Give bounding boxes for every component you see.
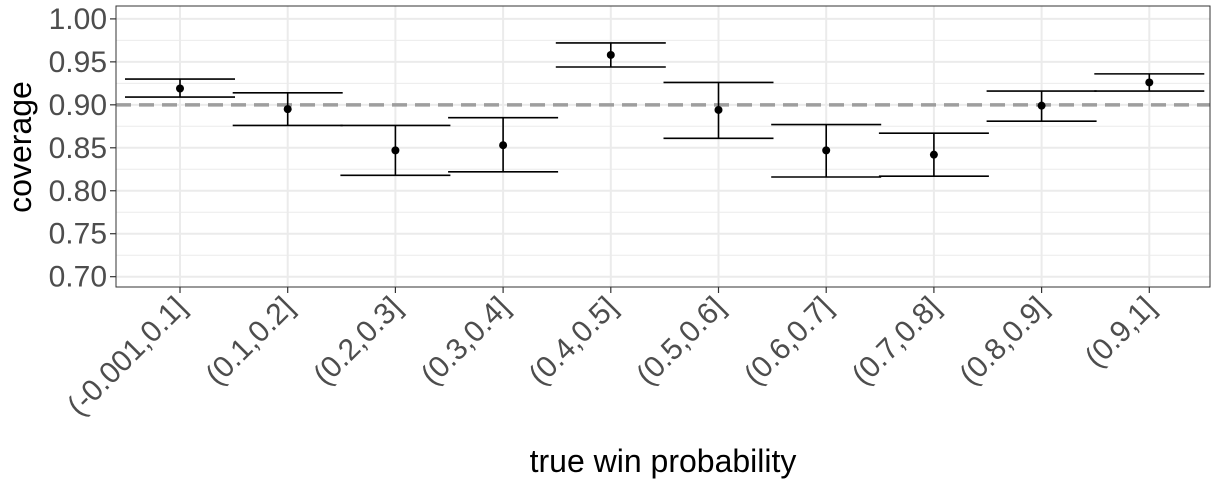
y-tick-label: 0.95 bbox=[49, 46, 107, 79]
data-point bbox=[283, 105, 292, 114]
y-axis-ticks: 0.70 0.75 0.80 0.85 0.90 0.95 1.00 bbox=[49, 3, 116, 294]
x-axis-ticks: (-0.001,0.1] (0.1,0.2] (0.2,0.3] (0.3,0.4](… bbox=[61, 287, 1162, 422]
data-point bbox=[606, 50, 615, 59]
data-point bbox=[929, 150, 938, 159]
x-tick-label: (0.3,0.4] bbox=[415, 291, 516, 392]
data-point bbox=[822, 146, 831, 155]
data-point bbox=[714, 105, 723, 114]
y-tick-label: 0.75 bbox=[49, 218, 107, 251]
y-axis-title: coverage bbox=[2, 81, 38, 213]
data-point bbox=[1145, 78, 1154, 87]
x-tick-label: (0.9,1] bbox=[1079, 291, 1162, 374]
y-tick-label: 0.90 bbox=[49, 89, 107, 122]
x-tick-label: (0.5,0.6] bbox=[630, 291, 731, 392]
data-point bbox=[499, 141, 508, 150]
x-tick-label: (0.8,0.9] bbox=[953, 291, 1054, 392]
x-tick-label: (0.2,0.3] bbox=[307, 291, 408, 392]
y-tick-label: 0.70 bbox=[49, 261, 107, 294]
grid-lines bbox=[116, 6, 1210, 287]
y-tick-label: 1.00 bbox=[49, 3, 107, 36]
data-point bbox=[391, 146, 400, 155]
x-axis-title: true win probability bbox=[530, 443, 797, 479]
data-point bbox=[176, 84, 184, 93]
x-tick-label: (0.7,0.8] bbox=[846, 291, 947, 392]
x-tick-label: (0.1,0.2] bbox=[199, 291, 300, 392]
x-tick-label: (-0.001,0.1] bbox=[61, 291, 193, 423]
data-point bbox=[1037, 101, 1046, 110]
y-tick-label: 0.85 bbox=[49, 132, 107, 165]
x-tick-label: (0.4,0.5] bbox=[523, 291, 624, 392]
panel-border bbox=[115, 5, 1211, 288]
x-tick-label: (0.6,0.7] bbox=[738, 291, 839, 392]
y-tick-label: 0.80 bbox=[49, 175, 107, 208]
point-layer bbox=[176, 50, 1154, 159]
